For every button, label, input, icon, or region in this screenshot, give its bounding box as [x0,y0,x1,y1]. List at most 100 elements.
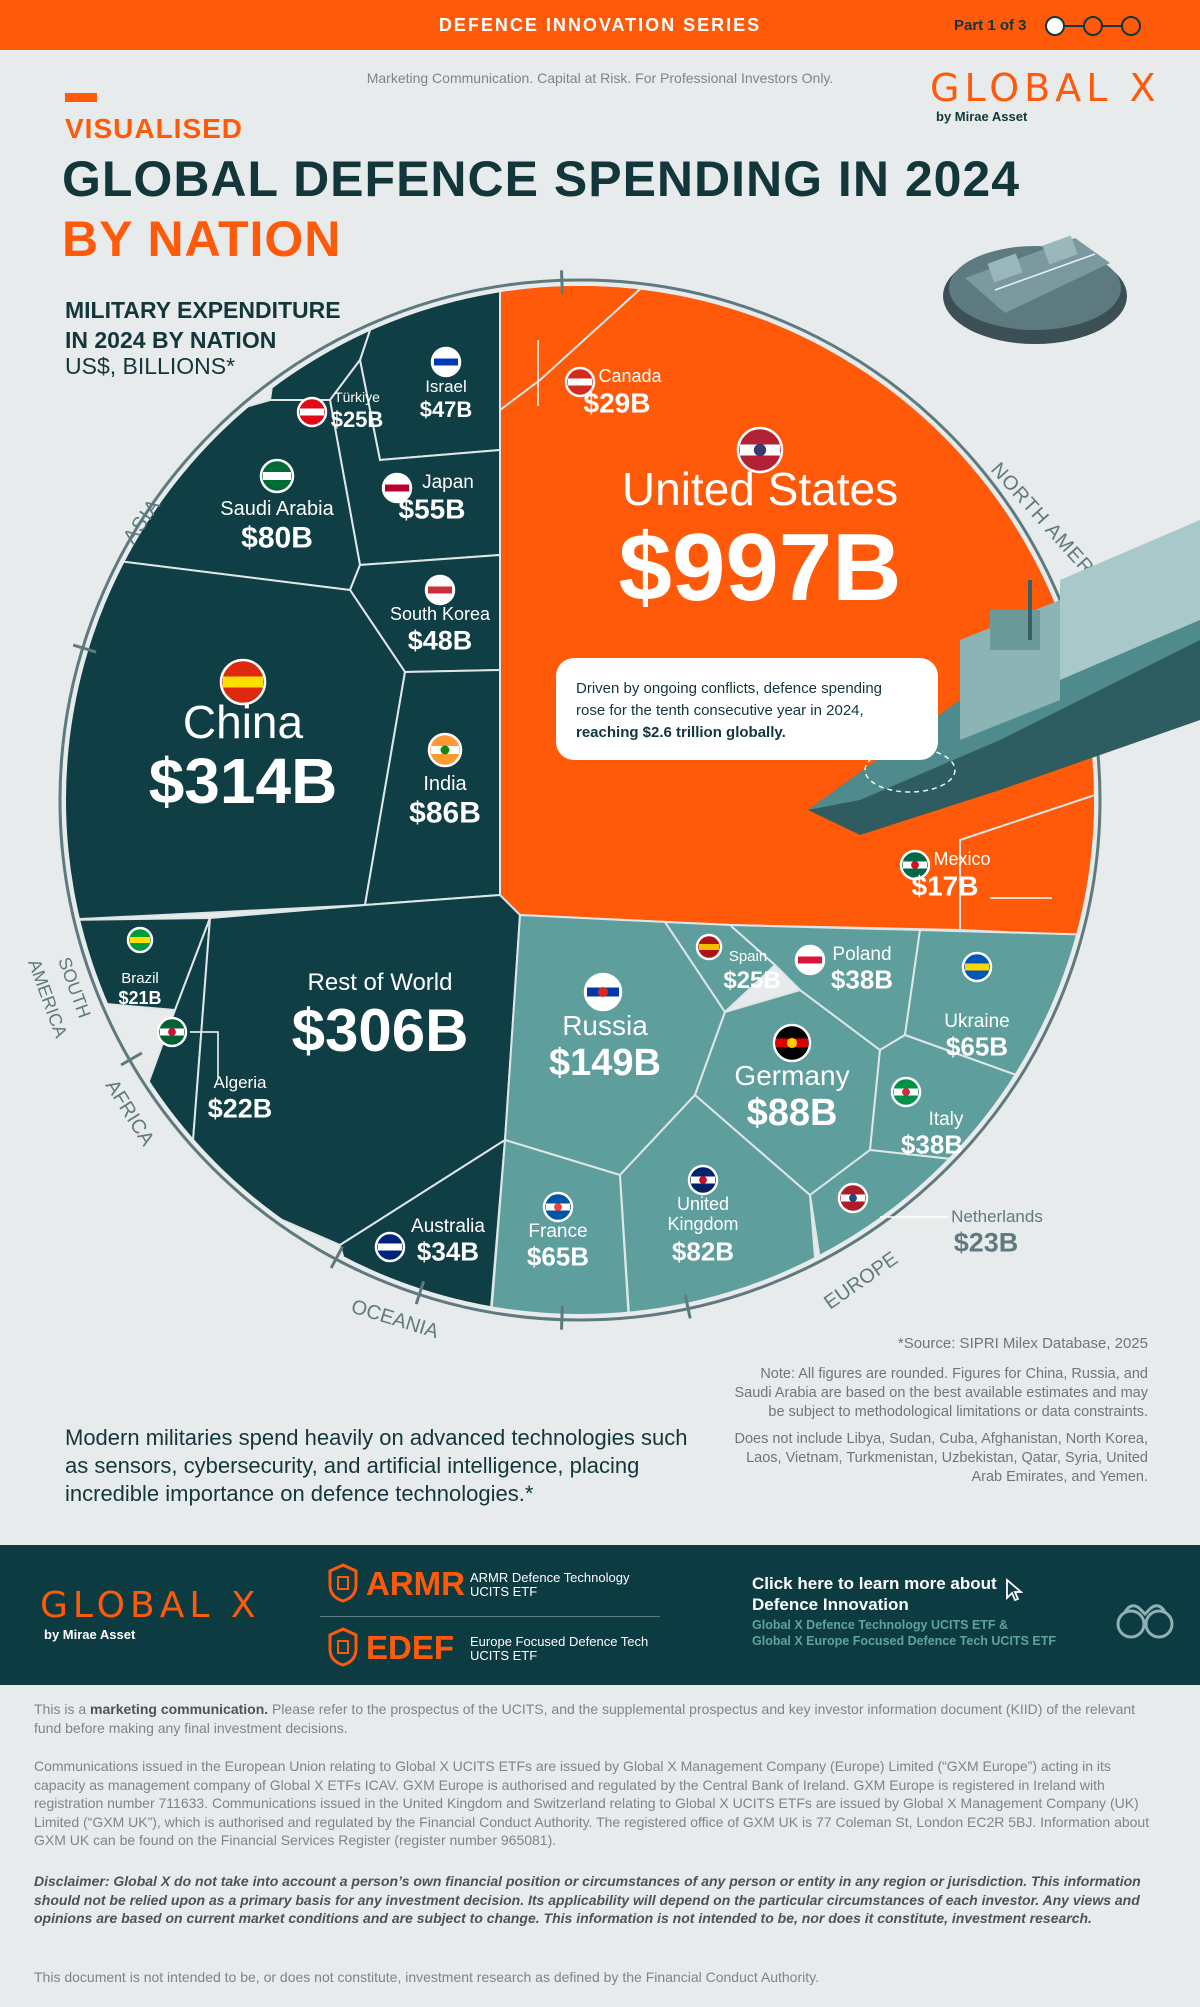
flag-icon-band [300,408,324,416]
defence-spending-chart: NORTH AMERICA ASIA SOUTH AMERICA AFRICA … [24,270,1200,1344]
learn-fund-1: Global X Defence Technology UCITS ETF & [752,1618,1009,1632]
cell-france [488,1138,632,1314]
country-value: $997B [619,514,902,621]
ring-tick [683,1294,692,1319]
country-value: $34B [417,1237,479,1267]
ring-tick [560,270,564,295]
label-t-rkiye: Türkiye $25B [296,389,383,432]
country-value: $306B [292,997,469,1064]
flag-icon-band [385,484,409,492]
label-australia: Australia$34B [374,1216,485,1267]
label-france: France$65B [527,1191,589,1272]
flag-icon-band [428,586,452,594]
country-name: Algeria [214,1073,267,1092]
hovercraft-illustration [943,235,1127,344]
compliance-note: Marketing Communication. Capital at Risk… [366,70,834,86]
note-rounding: Note: All figures are rounded. Figures f… [734,1366,1148,1420]
fund-armr[interactable]: ARMR ARMR Defence Technology UCITS ETF [328,1559,668,1609]
learn-more-link[interactable]: Click here to learn more about Defence I… [752,1574,997,1614]
binoculars-icon [1116,1604,1174,1639]
flag-icon-emblem [911,861,919,869]
flag-icon-band [568,378,592,386]
fund-name-armr: ARMR Defence Technology UCITS ETF [470,1570,630,1599]
country-name: Mexico [933,849,990,869]
country-value: $314B [149,745,338,817]
region-ring [58,278,1102,1322]
label-germany: Germany$88B [734,1023,850,1134]
label-ukraine: Ukraine$65B [944,951,1010,1062]
fund-divider [320,1616,660,1617]
ring-tick [329,1246,344,1269]
country-name: Australia [411,1216,485,1237]
progress-dots [1045,16,1141,36]
top-banner: DEFENCE INNOVATION SERIES Part 1 of 3 [0,0,1200,50]
country-value: $23B [954,1228,1019,1258]
flag-icon-band [965,963,989,971]
country-name: Japan [422,472,474,493]
country-name: Netherlands [951,1207,1043,1226]
fund-edef[interactable]: EDEF Europe Focused Defence Tech UCITS E… [328,1623,668,1673]
country-name: Spain [729,948,767,965]
label-algeria: Algeria $22B [156,1016,273,1124]
country-value: $21B [118,988,161,1008]
label-saudi-arabia: Saudi Arabia$80B [220,458,335,555]
flag-icon-emblem [902,1088,910,1096]
footer-band: GLOBAL X by Mirae Asset ARMR ARMR Defenc… [0,1545,1200,1685]
unit-label: US$, BILLIONS* [65,353,236,379]
flag-icon-band [263,472,291,480]
country-name: South Korea [390,604,491,624]
label-south-korea: South Korea$48B [390,574,491,656]
region-label-africa: AFRICA [101,1076,159,1150]
dot-3 [1121,16,1141,36]
country-value: $29B [584,388,651,419]
ring-tick [414,1280,426,1305]
cell-saudi-arabia [66,399,362,592]
country-value: $48B [408,626,473,656]
region-ring-ticks [72,270,1106,1330]
page-title: GLOBAL DEFENCE SPENDING IN 2024 [62,151,1021,207]
accent-dash [65,93,97,102]
brand-sub: by Mirae Asset [936,109,1028,124]
country-name: Israel [425,377,467,396]
flag-icon-emblem [440,745,450,755]
footer-brand-logo[interactable]: GLOBAL X [40,1585,261,1626]
flag-icon-band [130,937,150,943]
learn-fund-2: Global X Europe Focused Defence Tech UCI… [752,1634,1056,1648]
country-value: $149B [549,1042,661,1084]
flag-icon-band [798,956,822,964]
source-note: *Source: SIPRI Milex Database, 2025 [897,1335,1148,1352]
learn-more-funds[interactable]: Global X Defence Technology UCITS ETF & … [752,1617,1072,1649]
country-name: Poland [832,944,891,965]
country-name: Italy [929,1109,964,1130]
callout-line-2: rose for the tenth consecutive year in 2… [576,702,864,719]
country-value: $17B [912,871,979,902]
country-value: $55B [399,494,466,525]
label-japan: Japan$55B [381,472,474,525]
country-value: $38B [901,1130,963,1160]
dot-2 [1083,16,1103,36]
brand-logo[interactable]: GLOBAL X [930,66,1161,110]
note-exclusions: Does not include Libya, Sudan, Cuba, Afg… [734,1431,1148,1485]
ring-tick [120,1051,143,1067]
country-name: United States [622,463,898,515]
legal-research-note: This document is not intended to be, or … [34,1969,819,1985]
flag-icon-band [223,676,263,688]
country-name: Canada [598,366,662,386]
label-united-kingdom: United Kingdom$82B [667,1164,739,1267]
callout-line-1: Driven by ongoing conflicts, defence spe… [576,680,882,697]
kicker: VISUALISED [65,113,244,144]
legal-marketing: This is a marketing communication. Pleas… [34,1701,1136,1736]
footnotes: Note: All figures are rounded. Figures f… [728,1365,1148,1495]
label-poland: Poland$38B [794,944,893,995]
fund-ticker-edef: EDEF [366,1629,455,1666]
country-name: China [183,696,304,748]
country-value: $47B [420,397,473,422]
shield-icon [328,1627,358,1667]
chart-subhead: MILITARY EXPENDITURE IN 2024 BY NATION [65,295,341,355]
country-value: $22B [208,1094,273,1124]
label-israel: Israel$47B [420,346,473,422]
region-label-oceania: OCEANIA [349,1296,442,1344]
ring-tick [560,1305,564,1330]
flag-icon-emblem [699,1176,707,1184]
subhead-line-1: MILITARY EXPENDITURE [65,297,341,323]
